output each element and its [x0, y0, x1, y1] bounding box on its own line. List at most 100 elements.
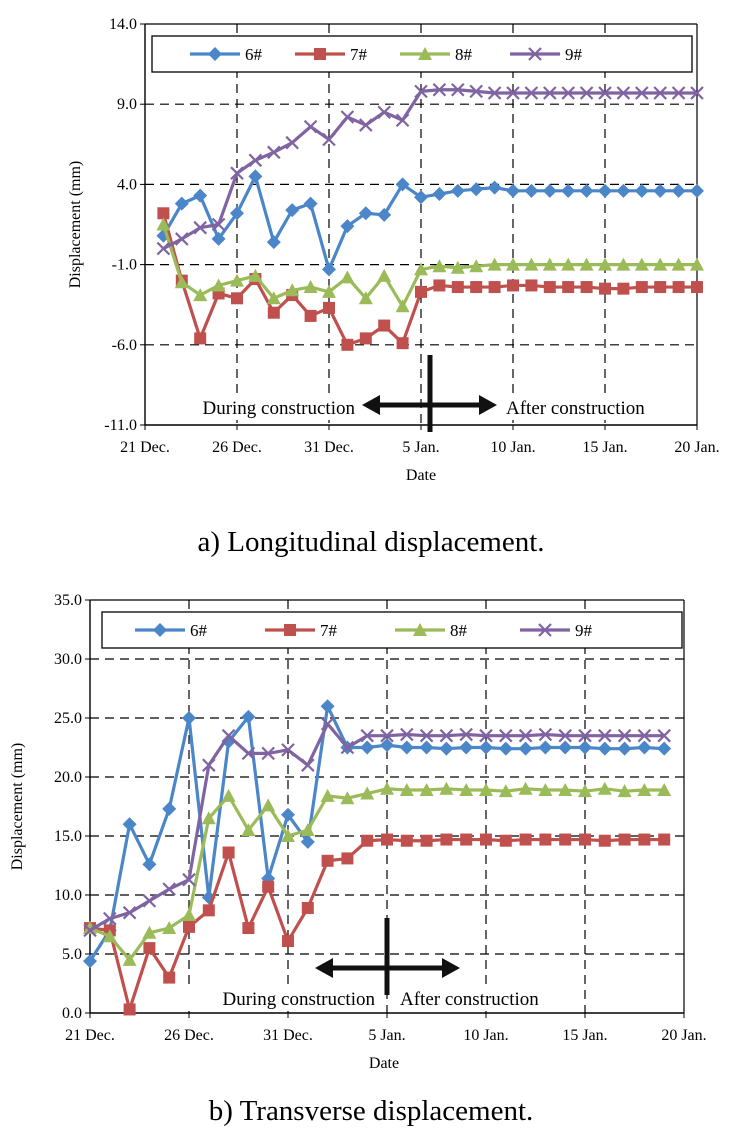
data-point — [248, 169, 263, 184]
data-point — [211, 231, 226, 246]
xtick-label: 15 Jan. — [582, 439, 627, 456]
ytick-label: 30.0 — [54, 651, 82, 668]
construction-annotation: During construction After construction — [180, 355, 668, 432]
series-line — [161, 224, 697, 308]
data-point — [83, 923, 97, 938]
legend-marker — [314, 48, 326, 60]
data-point — [598, 257, 612, 271]
data-point — [248, 268, 263, 282]
arrow-left-head — [315, 958, 333, 978]
data-point — [303, 280, 318, 294]
data-point — [579, 833, 591, 846]
data-point — [479, 740, 493, 755]
data-point — [261, 798, 276, 812]
data-point — [460, 833, 473, 846]
data-point — [340, 740, 355, 755]
data-point — [281, 807, 295, 822]
data-point — [671, 86, 686, 100]
data-point — [433, 279, 446, 292]
data-point — [617, 741, 632, 756]
data-point — [419, 740, 434, 755]
data-point — [322, 262, 336, 277]
xtick-label: 15 Jan. — [562, 1027, 607, 1044]
data-point — [380, 781, 394, 795]
data-point — [201, 811, 216, 825]
series-line — [89, 787, 665, 962]
legend-box — [101, 611, 683, 649]
data-point — [175, 232, 189, 246]
data-point — [542, 257, 557, 271]
data-point — [301, 758, 315, 772]
data-point — [267, 145, 281, 160]
data-point — [248, 153, 263, 168]
data-point — [525, 279, 538, 292]
ytick-label: 10.0 — [54, 887, 82, 904]
data-point — [634, 183, 649, 198]
data-point — [518, 741, 533, 756]
data-point — [322, 132, 336, 147]
ytick-label: -11.0 — [104, 417, 137, 434]
data-point — [266, 291, 281, 305]
xtick-label: 26 Dec. — [164, 1027, 214, 1044]
data-point — [241, 709, 256, 724]
data-point — [690, 86, 704, 100]
data-point — [142, 925, 157, 939]
data-point — [459, 740, 474, 755]
data-point — [543, 281, 556, 294]
data-point — [358, 206, 373, 221]
data-point — [439, 728, 454, 743]
data-point — [320, 717, 335, 731]
ytick-label: -6.0 — [112, 337, 137, 354]
data-point — [538, 727, 553, 742]
data-point — [498, 741, 513, 756]
legend: 6# 7# 8# 9# — [101, 611, 683, 649]
data-point — [156, 241, 171, 256]
data-point — [414, 190, 428, 205]
xtick-label: 31 Dec. — [304, 439, 354, 456]
data-point — [381, 833, 393, 846]
data-point — [617, 282, 630, 295]
series-line — [89, 722, 665, 932]
data-point — [469, 182, 484, 197]
data-point — [193, 288, 208, 302]
data-point — [658, 833, 671, 846]
arrow-right-head — [479, 395, 497, 415]
x-axis-label: Date — [406, 467, 436, 484]
data-point — [395, 113, 410, 128]
data-point — [561, 183, 576, 198]
y-axis-label: Displacement (mm) — [67, 161, 84, 289]
data-point — [396, 337, 409, 350]
data-point — [638, 833, 651, 846]
data-point — [103, 911, 117, 926]
data-point — [377, 105, 391, 119]
data-point — [102, 929, 117, 943]
data-point — [469, 84, 483, 99]
legend-label: 7# — [320, 621, 338, 640]
data-point — [202, 758, 216, 772]
data-point — [598, 834, 611, 847]
data-point — [616, 183, 631, 198]
data-point — [635, 281, 648, 294]
data-point — [506, 257, 520, 271]
data-point — [414, 84, 428, 99]
ytick-label: 14.0 — [109, 16, 137, 33]
data-point — [616, 86, 631, 100]
data-point — [221, 728, 236, 743]
data-point — [470, 281, 483, 294]
data-point — [285, 283, 300, 297]
data-point — [598, 728, 612, 743]
during-label-bg — [188, 985, 368, 1011]
data-point — [262, 880, 275, 893]
data-point — [241, 823, 256, 837]
data-point — [690, 183, 704, 198]
series-7 — [84, 833, 671, 1016]
data-point — [231, 292, 243, 305]
data-point — [282, 935, 294, 948]
y-axis-label: Displacement (mm) — [9, 743, 26, 871]
xtick-label: 26 Dec. — [212, 439, 262, 456]
after-construction-label: After construction — [506, 398, 645, 419]
data-point — [432, 187, 447, 202]
data-point — [559, 833, 572, 846]
data-point — [524, 257, 539, 271]
